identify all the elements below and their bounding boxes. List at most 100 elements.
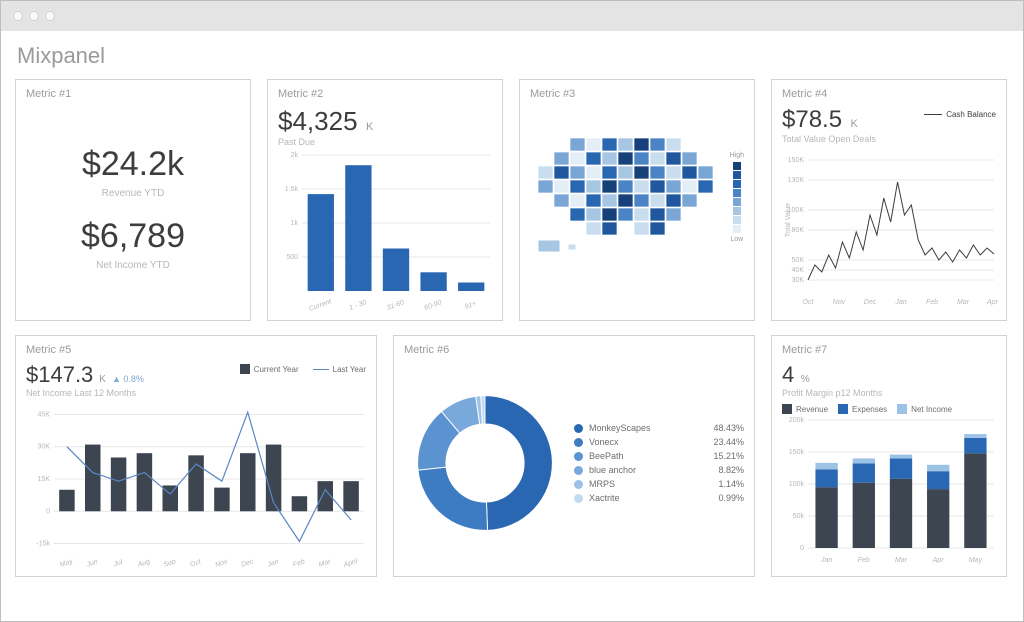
legend-swatch	[782, 404, 792, 414]
svg-text:1k: 1k	[291, 220, 299, 227]
svg-text:-15k: -15k	[36, 541, 50, 548]
donut-legend-item: MRPS 1.14%	[574, 479, 744, 489]
svg-text:2k: 2k	[291, 152, 299, 159]
donut-legend-item: BeePath 15.21%	[574, 451, 744, 461]
svg-text:Nov: Nov	[214, 558, 228, 569]
svg-text:Feb: Feb	[858, 557, 870, 564]
metric2-sublabel: Past Due	[278, 137, 492, 147]
metric7-header: 4 %	[782, 362, 996, 388]
svg-text:40K: 40K	[792, 267, 805, 274]
svg-text:30K: 30K	[792, 277, 805, 284]
swatch-current	[240, 364, 250, 374]
metric5-value: $147.3	[26, 362, 93, 388]
legend-value: 23.44%	[713, 437, 744, 447]
dashboard: Mixpanel Metric #1 $24.2k Revenue YTD $6…	[1, 31, 1023, 605]
line-swatch	[924, 114, 942, 115]
metric4-unit: K	[851, 118, 858, 130]
card-title: Metric #2	[278, 88, 492, 100]
titlebar	[1, 1, 1023, 31]
metric5-sublabel: Net Income Last 12 Months	[26, 388, 366, 398]
card-metric-7: Metric #7 4 % Profit Margin p12 Months R…	[771, 335, 1007, 577]
svg-text:Apr: Apr	[932, 557, 945, 564]
svg-text:45K: 45K	[38, 411, 51, 418]
card-metric-1: Metric #1 $24.2k Revenue YTD $6,789 Net …	[15, 79, 251, 321]
app-window: Mixpanel Metric #1 $24.2k Revenue YTD $6…	[0, 0, 1024, 622]
legend-current: Current Year	[254, 365, 299, 374]
delta-up-icon: ▲	[112, 374, 121, 384]
legend-swatch	[897, 404, 907, 414]
metric2-unit: K	[366, 121, 373, 133]
legend-label: BeePath	[589, 451, 624, 461]
legend-value: 0.99%	[718, 493, 744, 503]
card-title: Metric #6	[404, 344, 744, 356]
legend-label: Revenue	[796, 405, 828, 414]
donut-legend-item: Xactrite0.99%	[574, 493, 744, 503]
card-metric-6: Metric #6 MonkeyScapes 48.43% Vonecx23.44%…	[393, 335, 755, 577]
brand-title: Mixpanel	[17, 43, 1009, 69]
svg-text:Mar: Mar	[895, 557, 908, 564]
svg-text:Oct: Oct	[803, 299, 815, 306]
metric5-delta: ▲ 0.8%	[112, 374, 144, 384]
svg-text:Total Value: Total Value	[785, 203, 792, 237]
legend-value: 8.82%	[718, 465, 744, 475]
svg-text:1 - 30: 1 - 30	[348, 299, 367, 312]
svg-text:50k: 50k	[793, 513, 805, 520]
delta-value: 0.8%	[123, 374, 144, 384]
legend-value: 15.21%	[713, 451, 744, 461]
window-control-max[interactable]	[45, 11, 55, 21]
window-control-close[interactable]	[13, 11, 23, 21]
metric5-legend: Current Year Last Year	[240, 364, 366, 374]
metric7-legend: Revenue Expenses Net Income	[782, 404, 996, 414]
svg-text:Mar: Mar	[957, 299, 970, 306]
card-title: Metric #3	[530, 88, 744, 100]
card-title: Metric #1	[26, 88, 240, 100]
legend-dot	[574, 424, 583, 433]
metric1-value-2: $6,789	[81, 217, 185, 256]
metric4-legend: Cash Balance	[924, 110, 996, 119]
metric2-value: $4,325	[278, 106, 358, 136]
legend-value: 48.43%	[713, 423, 744, 433]
legend-item: Expenses	[838, 404, 887, 414]
svg-text:31-60: 31-60	[386, 299, 405, 312]
metric4-legend-label: Cash Balance	[946, 110, 996, 119]
legend-value: 1.14%	[718, 479, 744, 489]
svg-text:150K: 150K	[788, 157, 805, 164]
metric1-label-2: Net Income YTD	[81, 260, 185, 271]
legend-dot	[574, 452, 583, 461]
svg-text:200k: 200k	[789, 417, 805, 424]
legend-label: MonkeyScapes	[589, 423, 651, 433]
svg-text:0: 0	[800, 545, 804, 552]
svg-text:1.5k: 1.5k	[285, 186, 299, 193]
svg-text:Aug: Aug	[136, 558, 151, 569]
metric5-unit: K	[99, 374, 106, 385]
legend-label: blue anchor	[589, 465, 636, 475]
window-control-min[interactable]	[29, 11, 39, 21]
svg-text:60-90: 60-90	[423, 299, 442, 312]
svg-text:15K: 15K	[38, 476, 51, 483]
svg-text:Sep: Sep	[163, 558, 177, 569]
svg-text:91+: 91+	[464, 300, 478, 311]
legend-last: Last Year	[333, 365, 366, 374]
metric6-donut	[408, 383, 562, 543]
svg-text:50K: 50K	[792, 257, 805, 264]
svg-text:130K: 130K	[788, 177, 805, 184]
svg-text:Mar: Mar	[318, 558, 332, 569]
svg-text:May: May	[969, 557, 983, 564]
metric1-block-1: $24.2k Revenue YTD	[82, 145, 184, 199]
legend-label: MRPS	[589, 479, 615, 489]
svg-text:Jan: Jan	[894, 299, 906, 306]
svg-text:Dec: Dec	[864, 299, 877, 306]
swatch-last	[313, 369, 329, 370]
metric4-sublabel: Total Value Open Deals	[782, 134, 996, 144]
svg-text:0: 0	[46, 508, 50, 515]
donut-legend-item: Vonecx23.44%	[574, 437, 744, 447]
svg-text:100k: 100k	[789, 481, 805, 488]
metric7-chart: 050k100k150k200kJanFebMarAprMay	[782, 416, 998, 566]
svg-text:Jan: Jan	[820, 557, 832, 564]
legend-item: Net Income	[897, 404, 952, 414]
svg-text:Jul: Jul	[112, 559, 124, 569]
metric4-chart: 30K40K50K80K100K130K150KTotal ValueOctNo…	[782, 144, 998, 308]
legend-swatch	[838, 404, 848, 414]
legend-label: Net Income	[911, 405, 952, 414]
metric3-map	[530, 134, 730, 284]
